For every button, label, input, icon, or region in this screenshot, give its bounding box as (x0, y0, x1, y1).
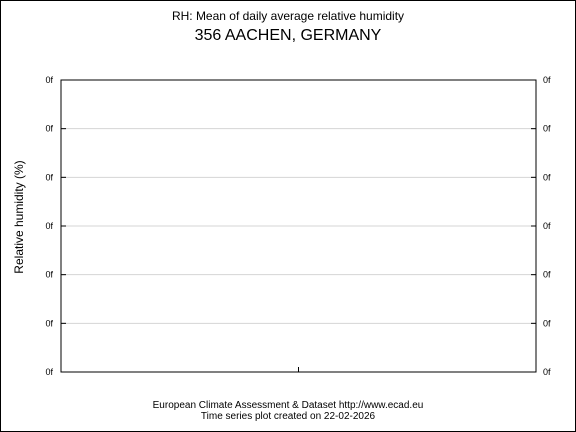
y-tick-label-left: 0f (45, 172, 53, 182)
footer-created: Time series plot created on 22-02-2026 (200, 411, 376, 422)
y-tick-label-right: 0f (543, 367, 551, 377)
plot-border (60, 79, 537, 373)
y-tick-label-right: 0f (543, 270, 551, 280)
y-tick-label-left: 0f (45, 75, 53, 85)
footer-source: European Climate Assessment & Dataset ht… (152, 400, 424, 411)
y-tick-label-right: 0f (543, 318, 551, 328)
chart-title: RH: Mean of daily average relative humid… (171, 9, 405, 23)
y-tick-label-left: 0f (45, 270, 53, 280)
y-tick-label-right: 0f (543, 124, 551, 134)
y-tick-label-left: 0f (45, 367, 53, 377)
y-tick-label-left: 0f (45, 318, 53, 328)
y-tick-label-right: 0f (543, 75, 551, 85)
y-tick-label-right: 0f (543, 172, 551, 182)
y-tick-label-left: 0f (45, 221, 53, 231)
y-tick-label-right: 0f (543, 221, 551, 231)
chart-subtitle: 356 AACHEN, GERMANY (194, 27, 382, 44)
y-tick-label-left: 0f (45, 124, 53, 134)
